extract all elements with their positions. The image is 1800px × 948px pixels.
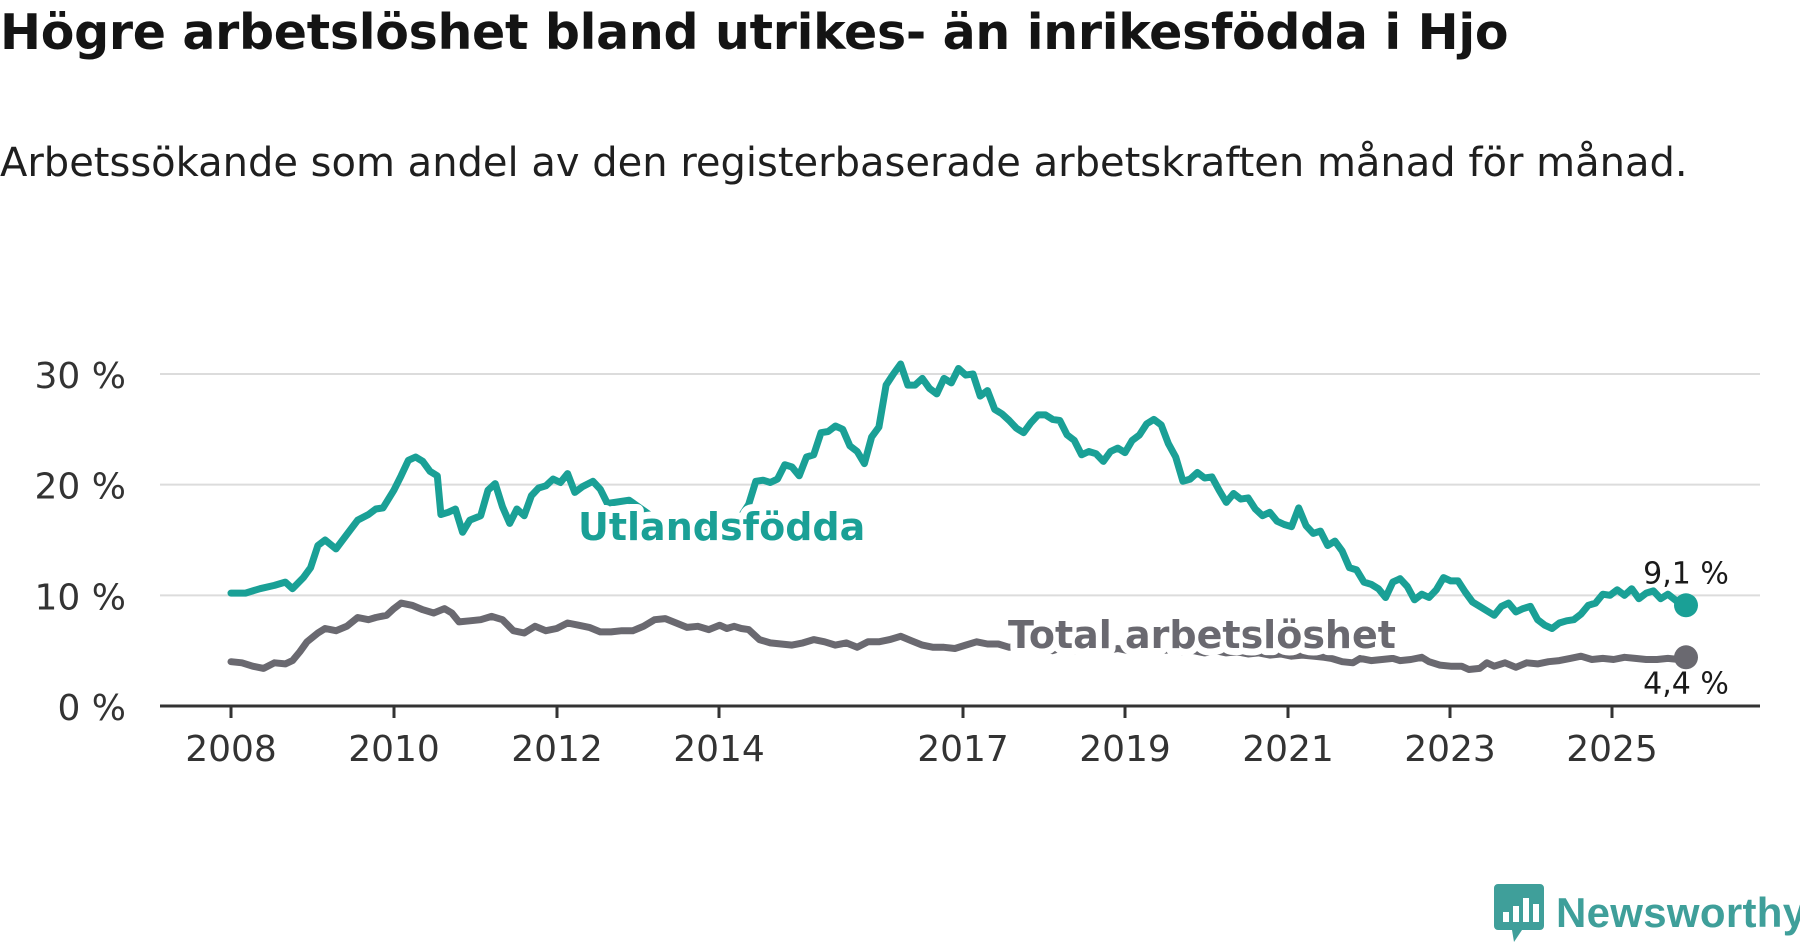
y-axis-ticks: 0 % 10 % 20 % 30 % (35, 356, 126, 729)
x-tick-label-2008: 2008 (185, 729, 277, 770)
newsworthy-logo-icon (1494, 884, 1544, 942)
end-point-total (1674, 645, 1698, 670)
series-lines (227, 360, 1698, 673)
end-point-utlandsfodda (1674, 593, 1698, 618)
gridlines (160, 373, 1760, 708)
series-line-total (227, 599, 1690, 673)
x-tick-label-2021: 2021 (1242, 729, 1334, 770)
x-tick-label-2019: 2019 (1079, 729, 1171, 770)
x-tick-label-2010: 2010 (348, 729, 440, 770)
x-tick-label-2012: 2012 (511, 729, 603, 770)
chart-title: Högre arbetslöshet bland utrikes- än inr… (0, 4, 1509, 61)
x-tick-label-2023: 2023 (1404, 729, 1496, 770)
series-labels: 9,1 % 4,4 % Utlandsfödda Total arbetslöshet (571, 498, 1729, 701)
series-annotation-total: Total arbetslöshet (1008, 613, 1396, 657)
newsworthy-logo: Newsworthy (1494, 884, 1800, 942)
series-annotation-utlandsfodda: Utlandsfödda (578, 505, 865, 549)
y-tick-label-20: 20 % (35, 467, 126, 508)
x-tick-label-2025: 2025 (1566, 729, 1658, 770)
chart-subtitle: Arbetssökande som andel av den registerb… (0, 140, 1688, 186)
y-tick-label-10: 10 % (35, 577, 126, 618)
brand-name: Newsworthy (1556, 889, 1800, 936)
end-label-utlandsfodda: 9,1 % (1643, 556, 1729, 591)
y-tick-label-0: 0 % (57, 688, 126, 729)
x-tick-label-2017: 2017 (917, 729, 1009, 770)
y-tick-label-30: 30 % (35, 356, 126, 397)
x-tick-label-2014: 2014 (673, 729, 765, 770)
end-label-total: 4,4 % (1643, 666, 1729, 701)
x-axis-ticks: 2008 2010 2012 2014 2017 2019 2021 2023 2025 (185, 706, 1658, 770)
series-line-utlandsfodda (227, 360, 1690, 632)
